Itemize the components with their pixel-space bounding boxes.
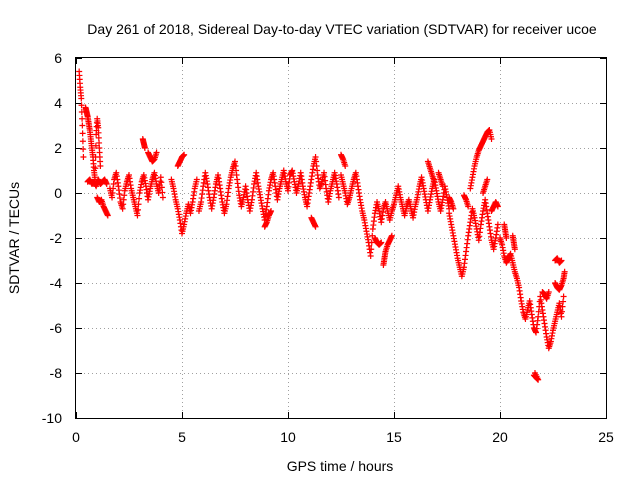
data-point [561, 268, 568, 275]
data-point [378, 239, 385, 246]
data-point [79, 130, 86, 137]
data-point [158, 184, 165, 191]
data-point [95, 134, 102, 141]
data-point [268, 208, 275, 214]
data-point [559, 308, 566, 315]
data-point [97, 163, 104, 169]
data-point [80, 154, 87, 160]
data-point [79, 122, 86, 129]
y-tick-label: -6 [50, 320, 63, 336]
data-point [78, 95, 85, 102]
y-tick-label: -8 [50, 365, 63, 381]
data-point [158, 179, 165, 186]
data-point [80, 146, 87, 153]
x-tick-label: 15 [386, 429, 402, 445]
plot-frame [75, 57, 607, 419]
data-point [560, 293, 567, 300]
data-point [488, 136, 495, 142]
y-tick-label: 0 [54, 185, 62, 201]
data-point [141, 145, 148, 151]
data-point [439, 183, 446, 190]
y-tick-label: 2 [54, 140, 62, 156]
y-tick-label: -10 [42, 410, 62, 426]
data-points [76, 68, 568, 383]
data-point [368, 239, 375, 246]
x-axis-label: GPS time / hours [287, 458, 394, 474]
data-point [157, 174, 164, 181]
x-tick-label: 10 [280, 429, 296, 445]
data-point [368, 246, 375, 253]
axis-ticks [76, 58, 607, 419]
x-tick-label: 20 [492, 429, 508, 445]
y-axis-label: SDTVAR / TECUs [6, 182, 22, 294]
data-point [511, 246, 518, 253]
data-point [193, 176, 200, 183]
data-point [503, 235, 510, 241]
data-point [559, 303, 566, 310]
data-point [181, 151, 188, 158]
y-tick-labels: -10 -8 -6 -4 -2 0 2 4 6 [42, 50, 62, 426]
data-point [135, 206, 142, 213]
data-point [558, 313, 565, 320]
data-point [312, 223, 319, 230]
y-tick-label: -2 [50, 230, 63, 246]
y-tick-label: 6 [54, 50, 62, 66]
x-tick-label: 0 [72, 429, 80, 445]
data-point [153, 149, 160, 156]
data-point [342, 163, 349, 169]
data-point [560, 298, 567, 305]
data-point [92, 165, 99, 172]
data-point [494, 221, 501, 228]
data-point [96, 139, 103, 146]
data-point [78, 102, 85, 109]
data-point [388, 232, 395, 239]
data-point [545, 289, 552, 295]
data-point [79, 138, 86, 145]
chart-title: Day 261 of 2018, Sidereal Day-to-day VTE… [87, 21, 597, 37]
data-point [134, 212, 141, 219]
x-tick-labels: 0 5 10 15 20 25 [72, 429, 614, 445]
data-point [431, 178, 438, 185]
data-point [95, 124, 102, 131]
data-point [95, 129, 102, 136]
data-point [159, 194, 166, 201]
data-point [135, 201, 142, 208]
data-point [558, 257, 565, 264]
data-point [531, 370, 538, 376]
data-point [103, 181, 110, 187]
data-point [450, 205, 457, 212]
data-point [92, 142, 99, 149]
x-tick-label: 5 [178, 429, 186, 445]
data-point [104, 212, 111, 219]
data-point [159, 189, 166, 196]
data-point [484, 176, 491, 183]
grid [76, 58, 606, 418]
data-point [494, 203, 501, 210]
data-point [535, 308, 542, 315]
y-tick-label: -4 [50, 275, 63, 291]
data-point [79, 115, 86, 122]
data-point [335, 194, 342, 201]
data-point [367, 253, 374, 259]
x-tick-label: 25 [598, 429, 614, 445]
data-point [535, 313, 542, 320]
y-tick-label: 4 [54, 95, 62, 111]
data-point [136, 195, 143, 202]
data-point [465, 203, 472, 210]
